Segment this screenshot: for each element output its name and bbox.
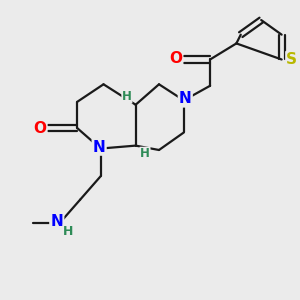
Text: N: N xyxy=(179,92,192,106)
Text: O: O xyxy=(169,50,182,65)
Text: O: O xyxy=(33,121,46,136)
Text: N: N xyxy=(93,140,106,154)
Text: S: S xyxy=(286,52,297,67)
Text: H: H xyxy=(122,90,132,103)
Text: H: H xyxy=(140,147,150,160)
Text: H: H xyxy=(63,225,74,238)
Text: N: N xyxy=(50,214,63,229)
